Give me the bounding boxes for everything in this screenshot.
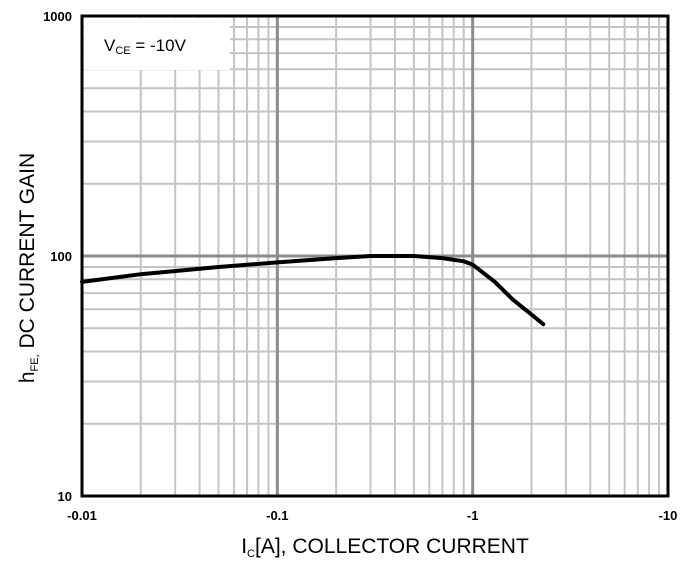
y-tick-label: 100 <box>50 249 72 264</box>
y-tick-label: 10 <box>58 489 72 504</box>
x-tick-label: -10 <box>659 508 678 523</box>
annotation-vce: VCE = -10V <box>104 36 187 57</box>
x-tick-label: -1 <box>467 508 479 523</box>
y-axis-label: hFE, DC CURRENT GAIN <box>16 153 41 383</box>
series-line <box>80 254 546 327</box>
x-tick-labels: -0.01 -0.1 -1 -10 <box>67 508 677 523</box>
y-tick-labels: 1000 100 10 <box>43 9 72 504</box>
plot-frame <box>80 14 670 498</box>
annotation-box <box>84 18 230 70</box>
y-tick-label: 1000 <box>43 9 72 24</box>
x-tick-label: -0.1 <box>266 508 288 523</box>
x-axis-label: IC[A], COLLECTOR CURRENT <box>241 535 529 560</box>
x-tick-label: -0.01 <box>67 508 97 523</box>
